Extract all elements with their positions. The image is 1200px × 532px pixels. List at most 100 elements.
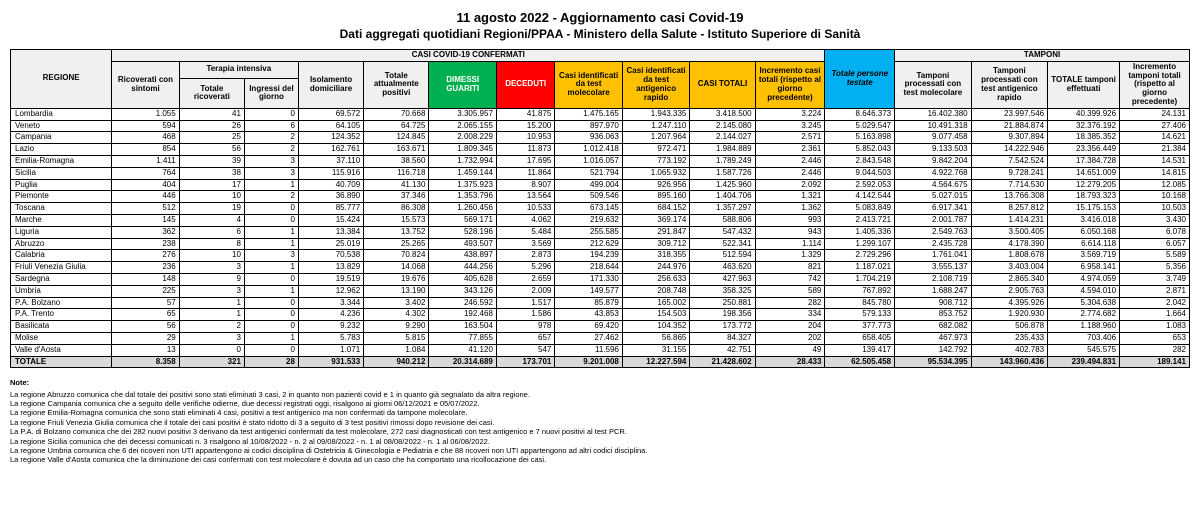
data-cell: 589: [755, 285, 825, 297]
data-cell: 148: [112, 273, 179, 285]
data-cell: 3.555.137: [895, 262, 971, 274]
data-cell: 1.404.706: [690, 191, 755, 203]
data-cell: 162.761: [298, 144, 363, 156]
region-cell: TOTALE: [11, 356, 112, 368]
note-line: La regione Valle d'Aosta comunica che la…: [10, 455, 1190, 464]
note-line: La regione Friuli Venezia Giulia comunic…: [10, 418, 1190, 427]
data-cell: 1.704.219: [825, 273, 895, 285]
data-cell: 291.847: [622, 226, 689, 238]
data-cell: 369.174: [622, 214, 689, 226]
data-cell: 1: [244, 226, 298, 238]
data-cell: 6.614.118: [1048, 238, 1120, 250]
data-cell: 17: [179, 179, 244, 191]
data-cell: 468: [112, 132, 179, 144]
data-cell: 13.564: [496, 191, 554, 203]
data-cell: 3.569.719: [1048, 250, 1120, 262]
data-cell: 897.970: [555, 120, 622, 132]
data-cell: 3.403.004: [971, 262, 1047, 274]
data-cell: 2: [244, 191, 298, 203]
data-cell: 13.752: [364, 226, 429, 238]
data-cell: 972.471: [622, 144, 689, 156]
table-row: Valle d'Aosta13001.0711.08441.12054711.5…: [11, 344, 1190, 356]
region-cell: Puglia: [11, 179, 112, 191]
data-cell: 2.571: [755, 132, 825, 144]
data-cell: 4.142.544: [825, 191, 895, 203]
data-cell: 547: [496, 344, 554, 356]
data-cell: 493.507: [429, 238, 496, 250]
data-cell: 31.155: [622, 344, 689, 356]
data-cell: 5.356: [1120, 262, 1190, 274]
data-cell: 36.890: [298, 191, 363, 203]
data-cell: 9.077.458: [895, 132, 971, 144]
data-cell: 149.577: [555, 285, 622, 297]
table-row: Friuli Venezia Giulia2363113.82914.06844…: [11, 262, 1190, 274]
data-cell: 239.494.831: [1048, 356, 1120, 368]
data-cell: 18.385.352: [1048, 132, 1120, 144]
data-cell: 940.212: [364, 356, 429, 368]
col-regione: REGIONE: [11, 50, 112, 109]
data-cell: 246.592: [429, 297, 496, 309]
data-cell: 402.783: [971, 344, 1047, 356]
col-group-ti: Terapia intensiva: [179, 61, 298, 78]
table-row: Basilicata56209.2329.290163.50497869.420…: [11, 321, 1190, 333]
col-tamp-tot: TOTALE tamponi effettuati: [1048, 61, 1120, 108]
data-cell: 545.575: [1048, 344, 1120, 356]
data-cell: 10.168: [1120, 191, 1190, 203]
region-cell: Liguria: [11, 226, 112, 238]
data-cell: 14.222.946: [971, 144, 1047, 156]
data-cell: 11.873: [496, 144, 554, 156]
data-cell: 10.533: [496, 203, 554, 215]
notes-block: Note: La regione Abruzzo comunica che da…: [10, 378, 1190, 464]
data-cell: 13: [112, 344, 179, 356]
data-cell: 5.783: [298, 332, 363, 344]
data-cell: 14.815: [1120, 167, 1190, 179]
data-cell: 3.430: [1120, 214, 1190, 226]
data-cell: 405.628: [429, 273, 496, 285]
data-cell: 9.290: [364, 321, 429, 333]
data-cell: 64.105: [298, 120, 363, 132]
data-cell: 5.852.043: [825, 144, 895, 156]
data-cell: 26: [179, 120, 244, 132]
data-cell: 2.092: [755, 179, 825, 191]
data-cell: 69.572: [298, 108, 363, 120]
data-cell: 41: [179, 108, 244, 120]
data-cell: 19: [179, 203, 244, 215]
data-cell: 250.881: [690, 297, 755, 309]
table-row: Lombardia1.05541069.57270.6683.305.95741…: [11, 108, 1190, 120]
data-cell: 506.878: [971, 321, 1047, 333]
table-row: Sicilia764383115.916116.7181.459.14411.8…: [11, 167, 1190, 179]
data-cell: 5.083.849: [825, 203, 895, 215]
data-cell: 742: [755, 273, 825, 285]
data-cell: 10: [179, 191, 244, 203]
col-guariti: DIMESSI GUARITI: [429, 61, 496, 108]
data-cell: 2.446: [755, 155, 825, 167]
data-cell: 12.227.594: [622, 356, 689, 368]
data-cell: 10.491.318: [895, 120, 971, 132]
data-cell: 3.224: [755, 108, 825, 120]
data-cell: 1.411: [112, 155, 179, 167]
data-cell: 334: [755, 309, 825, 321]
data-cell: 1.587.726: [690, 167, 755, 179]
data-cell: 594: [112, 120, 179, 132]
data-cell: 9.307.894: [971, 132, 1047, 144]
data-cell: 12.962: [298, 285, 363, 297]
data-cell: 28.433: [755, 356, 825, 368]
data-cell: 3: [244, 250, 298, 262]
region-cell: Toscana: [11, 203, 112, 215]
region-cell: Lombardia: [11, 108, 112, 120]
data-cell: 37.110: [298, 155, 363, 167]
region-cell: Valle d'Aosta: [11, 344, 112, 356]
data-cell: 5.815: [364, 332, 429, 344]
data-cell: 2.065.155: [429, 120, 496, 132]
data-cell: 25.019: [298, 238, 363, 250]
data-cell: 1.084: [364, 344, 429, 356]
data-cell: 6.078: [1120, 226, 1190, 238]
data-cell: 104.352: [622, 321, 689, 333]
data-cell: 4.178.390: [971, 238, 1047, 250]
data-cell: 3.305.957: [429, 108, 496, 120]
data-cell: 1.114: [755, 238, 825, 250]
data-cell: 4.594.010: [1048, 285, 1120, 297]
data-cell: 321: [179, 356, 244, 368]
data-cell: 2.009: [496, 285, 554, 297]
data-cell: 204: [755, 321, 825, 333]
